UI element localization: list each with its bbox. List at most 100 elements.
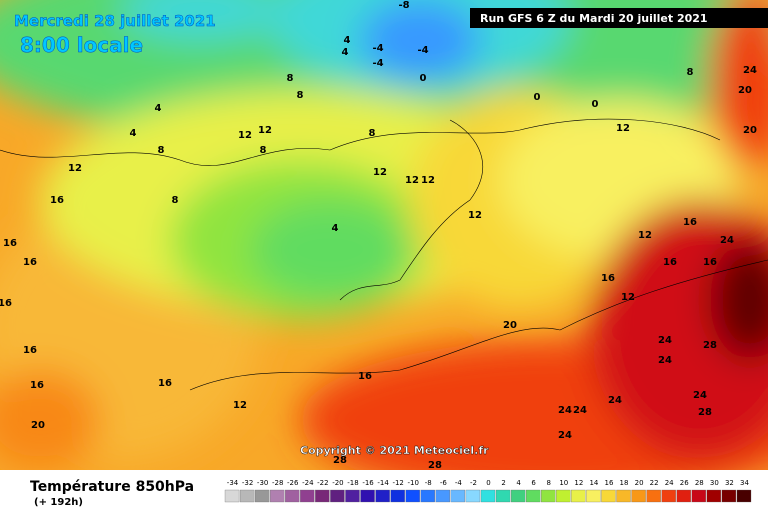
scale-swatch (450, 489, 466, 503)
contour-label: 8 (297, 90, 304, 101)
scale-label: -8 (425, 479, 432, 487)
scale-label: -6 (440, 479, 448, 487)
contour-label: 12 (421, 175, 435, 186)
scale-swatch (360, 489, 375, 503)
scale-label: -22 (317, 479, 328, 487)
scale-label: -28 (272, 479, 283, 487)
contour-label: 12 (468, 210, 482, 221)
scale-label: 0 (486, 479, 490, 487)
coastline (339, 119, 483, 301)
scale-label: 28 (695, 479, 704, 487)
contour-label: 12 (238, 130, 252, 141)
contour-label: -4 (417, 45, 428, 56)
contour-label: 24 (558, 405, 572, 416)
contour-label: 24 (693, 390, 707, 401)
contour-label: 20 (31, 420, 45, 431)
contour-label: 28 (428, 460, 442, 471)
contour-label: 12 (258, 125, 272, 136)
scale-swatch (706, 489, 722, 503)
contour-label: 0 (420, 73, 427, 84)
contour-label: 4 (155, 103, 162, 114)
scale-label: 4 (516, 479, 521, 487)
contour-label: 24 (558, 430, 572, 441)
scale-swatch (435, 489, 451, 503)
contour-label: 28 (703, 340, 717, 351)
scale-label: -30 (257, 479, 268, 487)
contour-label: 8 (260, 145, 267, 156)
scale-label: -34 (227, 479, 239, 487)
contour-label: 12 (621, 292, 635, 303)
color-scale: -34 -32 -30 -28 -26 -24 -22 -20 -18 -16 -14 -12 -10-… (224, 479, 752, 503)
scale-label: 32 (725, 479, 734, 487)
scale-label: -16 (362, 479, 374, 487)
scale-label: 24 (665, 479, 674, 487)
scale-label: 16 (604, 479, 613, 487)
contour (189, 259, 768, 391)
contour-label: 8 (687, 67, 694, 78)
contour-label: 12 (233, 400, 247, 411)
contour-label: 8 (158, 145, 165, 156)
scale-label: -20 (332, 479, 343, 487)
lead-time: (+ 192h) (34, 497, 83, 508)
contour-label: 24 (608, 395, 622, 406)
scale-swatch (556, 489, 571, 503)
contour-label: 24 (658, 355, 672, 366)
scale-swatch (721, 489, 737, 503)
scale-label: -12 (392, 479, 403, 487)
scale-label: 30 (710, 479, 719, 487)
contour-label: 16 (3, 238, 17, 249)
contour-label: 16 (683, 217, 697, 228)
scale-swatch (736, 489, 752, 503)
scale-swatch (616, 489, 631, 503)
scale-label: -2 (470, 479, 477, 487)
scale-label: 26 (680, 479, 689, 487)
scale-swatch (646, 489, 661, 503)
scale-label: 2 (501, 479, 505, 487)
contour-label: 20 (743, 125, 757, 136)
scale-label: -24 (302, 479, 314, 487)
contour-label: 4 (344, 35, 351, 46)
contour-label: 12 (68, 163, 82, 174)
scale-swatch (480, 489, 496, 503)
contour-label: 12 (638, 230, 652, 241)
scale-label: 14 (589, 479, 598, 487)
scale-label: -14 (377, 479, 389, 487)
scale-swatch (525, 489, 541, 503)
contour-label: -4 (372, 58, 383, 69)
scale-swatch (375, 489, 390, 503)
contour-label: 16 (358, 371, 372, 382)
contour-label: 16 (663, 257, 677, 268)
contour-label: 4 (130, 128, 137, 139)
scale-label: -32 (242, 479, 253, 487)
contour-label: 28 (333, 455, 347, 466)
temperature-field (0, 0, 768, 470)
scale-swatch (571, 489, 586, 503)
scale-label: 8 (546, 479, 550, 487)
contour-label: 16 (30, 380, 44, 391)
contour-label: 16 (703, 257, 717, 268)
contour-label: 0 (534, 92, 541, 103)
contour-label: 8 (287, 73, 294, 84)
contour-label: 16 (158, 378, 172, 389)
contour-label: 16 (50, 195, 64, 206)
scale-swatch (405, 489, 420, 503)
scale-swatch (541, 489, 556, 503)
scale-swatch (390, 489, 405, 503)
scale-swatch (239, 489, 255, 503)
contour-label: 20 (738, 85, 752, 96)
scale-label: -4 (455, 479, 463, 487)
contour-label: 24 (743, 65, 757, 76)
contour-label: 16 (601, 273, 615, 284)
contour-label: 16 (23, 345, 37, 356)
contour-label: 4 (332, 223, 339, 234)
scale-swatch (631, 489, 646, 503)
scale-label: 18 (620, 479, 629, 487)
contour (0, 118, 721, 166)
scale-label: -18 (347, 479, 358, 487)
contour-label: 12 (405, 175, 419, 186)
contour-label: 12 (616, 123, 630, 134)
scale-swatch (510, 489, 526, 503)
valid-date: Mercredi 28 juillet 2021 (14, 12, 216, 30)
